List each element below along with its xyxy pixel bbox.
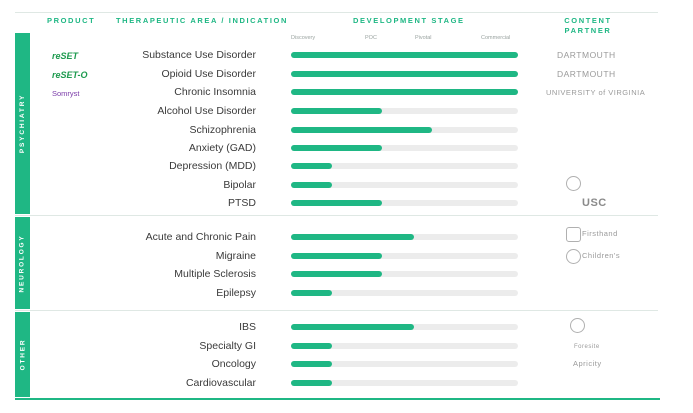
indication-label: Alcohol Use Disorder [157,105,256,117]
stage-progress-fill [291,145,382,151]
partner-dartmouth-2: DARTMOUTH [557,69,616,79]
header-development-stage: DEVELOPMENT STAGE [353,16,465,25]
partner-hand-icon [566,227,581,242]
stage-progress-fill [291,89,518,95]
partner-firsthand: Firsthand [582,229,618,238]
indication-label: Migraine [215,250,256,262]
stage-progress-fill [291,200,382,206]
stage-track [291,271,518,277]
partner-usc: USC [582,197,607,209]
stage-track [291,71,518,77]
section-label-neurology: NEUROLOGY [19,233,26,293]
partner-childrens: Children's [582,251,621,260]
stage-track [291,380,518,386]
stage-progress-fill [291,290,332,296]
indication-label: Opioid Use Disorder [161,68,256,80]
stage-progress-fill [291,234,414,240]
stage-progress-fill [291,253,382,259]
stage-track [291,145,518,151]
stage-label-commercial: Commercial [481,35,511,41]
indication-label: Substance Use Disorder [142,49,256,61]
stage-label-pivotal: Pivotal [415,35,432,41]
product-reset-o: reSET-O [52,70,88,80]
stage-track [291,343,518,349]
indication-label: Depression (MDD) [169,160,256,172]
stage-progress-fill [291,163,332,169]
stage-track [291,89,518,95]
stage-track [291,324,518,330]
indication-label: Anxiety (GAD) [188,142,256,154]
header-content-partner: CONTENT PARTNER [564,16,612,35]
product-reset: reSET [52,51,79,61]
stage-track [291,127,518,133]
partner-seal-icon [566,176,581,191]
header-therapeutic-area: THERAPEUTIC AREA / INDICATION [116,16,288,25]
stage-track [291,52,518,58]
stage-progress-fill [291,52,518,58]
divider-psych-neuro [15,215,658,216]
stage-track [291,163,518,169]
stage-progress-fill [291,343,332,349]
stage-label-poc: POC [365,35,377,41]
section-bar-other [15,312,30,397]
stage-progress-fill [291,324,414,330]
section-label-other: OTHER [19,338,26,371]
divider-top [15,12,658,13]
stage-progress-fill [291,71,518,77]
indication-label: PTSD [227,197,256,209]
stage-progress-fill [291,380,332,386]
stage-progress-fill [291,127,432,133]
indication-label: Specialty GI [199,340,256,352]
indication-label: Cardiovascular [185,377,256,389]
stage-track [291,108,518,114]
partner-apricity: Apricity [573,359,602,368]
partner-institute-icon [570,318,585,333]
section-bar-psychiatry [15,33,30,214]
stage-track [291,182,518,188]
indication-label: Acute and Chronic Pain [145,231,256,243]
stage-track [291,234,518,240]
indication-label: Bipolar [223,179,256,191]
partner-childrens-icon [566,249,581,264]
stage-progress-fill [291,182,332,188]
divider-neuro-other [15,310,658,311]
indication-label: Epilepsy [216,287,256,299]
stage-track [291,361,518,367]
indication-label: Oncology [211,358,256,370]
section-label-psychiatry: PSYCHIATRY [19,93,27,154]
stage-track [291,290,518,296]
indication-label: Schizophrenia [189,124,256,136]
stage-label-discovery: Discovery [291,35,316,41]
stage-progress-fill [291,361,332,367]
partner-dartmouth-1: DARTMOUTH [557,50,616,60]
section-bar-neurology [15,217,30,309]
indication-label: Chronic Insomnia [174,86,256,98]
partner-foresite: Foresite [574,344,600,350]
bottom-bar [15,398,660,400]
stage-progress-fill [291,108,382,114]
partner-university-of-virginia: UNIVERSITY of VIRGINIA [546,88,646,97]
indication-label: Multiple Sclerosis [174,268,256,280]
indication-label: IBS [239,321,256,333]
stage-track [291,253,518,259]
header-product: PRODUCT [47,16,96,25]
stage-track [291,200,518,206]
stage-progress-fill [291,271,382,277]
product-somryst: Somryst [52,89,80,98]
